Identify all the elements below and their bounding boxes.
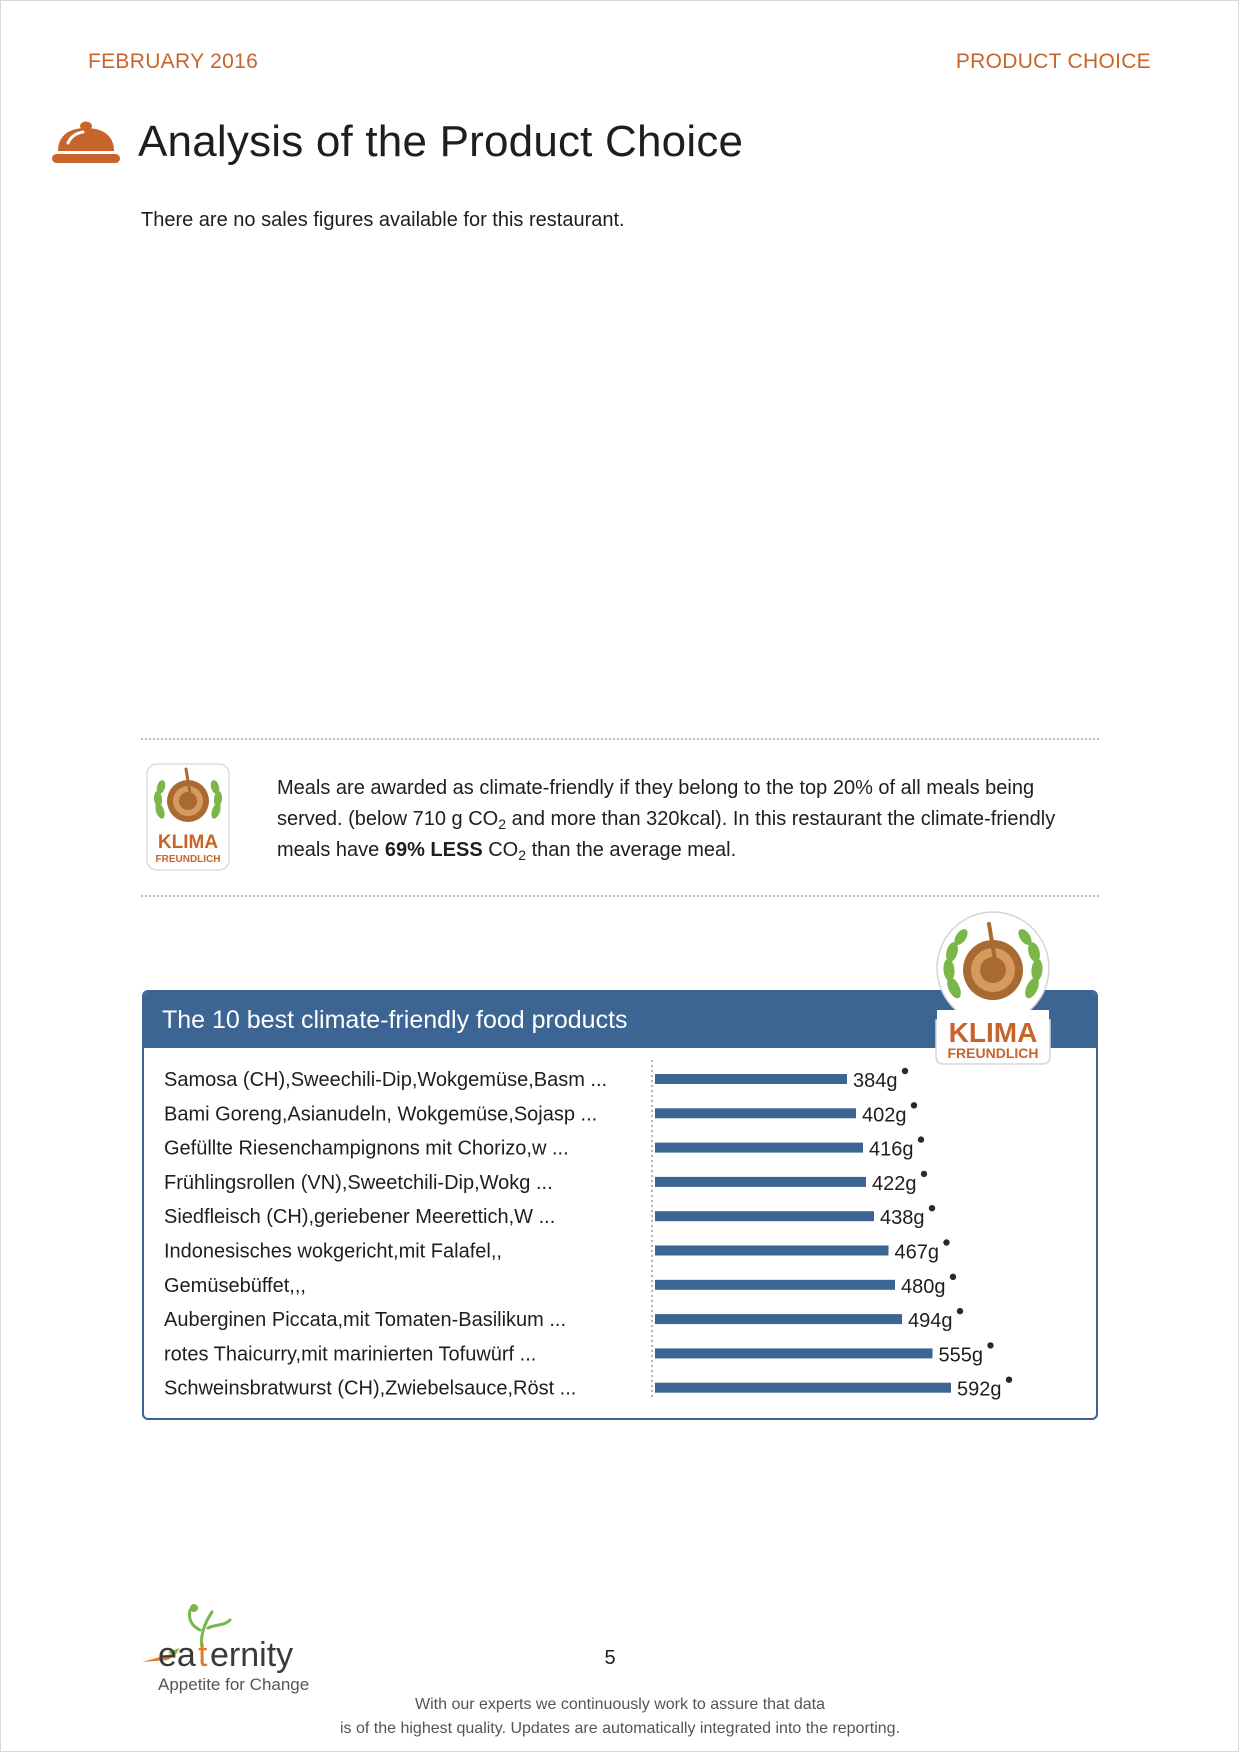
- svg-text:ea: ea: [158, 1636, 196, 1674]
- svg-text:ernity: ernity: [210, 1636, 293, 1674]
- info-line-2-post: and more than 320kcal). In this restaura…: [506, 808, 1056, 830]
- cloche-icon: [52, 121, 120, 163]
- info-line-3-pre: meals have: [277, 839, 385, 861]
- category-label: Indonesisches wokgericht,mit Falafel,,: [164, 1241, 502, 1263]
- bar: [655, 1245, 889, 1256]
- footer-line-2: is of the highest quality. Updates are a…: [339, 1720, 901, 1737]
- bar: [655, 1348, 933, 1359]
- value-label: 438g: [880, 1207, 925, 1229]
- bar: [655, 1142, 863, 1153]
- co2-dot-icon: [910, 1102, 918, 1109]
- footer-line-1: With our experts we continuously work to…: [415, 1696, 825, 1713]
- page-title: Analysis of the Product Choice: [138, 117, 744, 166]
- badge-word-freundlich: FREUNDLICH: [156, 854, 221, 865]
- info-line-3-mid: CO: [482, 839, 519, 861]
- eaternity-logo: ea t ernity Appetite for Change: [142, 1604, 309, 1694]
- bar: [655, 1279, 895, 1290]
- co2-dot-icon: [943, 1239, 950, 1246]
- page-number: 5: [604, 1647, 616, 1669]
- logo-tagline: Appetite for Change: [158, 1675, 309, 1694]
- value-label: 422g: [872, 1173, 917, 1195]
- category-label: Samosa (CH),Sweechili-Dip,Wokgemüse,Basm…: [164, 1069, 607, 1091]
- category-label: Schweinsbratwurst (CH),Zwiebelsauce,Röst…: [164, 1378, 576, 1400]
- info-line-1: Meals are awarded as climate-friendly if…: [277, 777, 1035, 799]
- info-line-3-sub: 2: [518, 847, 527, 863]
- divider-bottom: [141, 895, 1099, 897]
- value-label: 555g: [939, 1344, 984, 1366]
- header-section: PRODUCT CHOICE: [955, 50, 1151, 73]
- value-label: 402g: [862, 1104, 907, 1126]
- value-label: 480g: [901, 1276, 946, 1298]
- co2-dot-icon: [1005, 1376, 1013, 1383]
- category-label: Frühlingsrollen (VN),Sweetchili-Dip,Wokg…: [164, 1172, 553, 1194]
- info-line-2-sub: 2: [498, 816, 507, 832]
- info-line-2: served. (below 710 g CO2 and more than 3…: [277, 804, 1097, 835]
- chart-svg: Samosa (CH),Sweechili-Dip,Wokgemüse,Basm…: [164, 1060, 1013, 1401]
- badge-large-word-freundlich: FREUNDLICH: [948, 1045, 1039, 1061]
- bar: [655, 1074, 847, 1084]
- co2-dot-icon: [928, 1205, 936, 1212]
- bar: [655, 1382, 951, 1393]
- co2-dot-icon: [920, 1170, 928, 1178]
- category-label: Bami Goreng,Asianudeln, Wokgemüse,Sojasp…: [164, 1103, 597, 1125]
- bar: [655, 1211, 874, 1222]
- co2-dot-icon: [917, 1136, 925, 1143]
- co2-dot-icon: [901, 1067, 909, 1075]
- value-label: 416g: [869, 1139, 914, 1161]
- co2-dot-icon: [956, 1307, 964, 1315]
- badge-word-klima: KLIMA: [158, 832, 218, 853]
- category-label: Siedfleisch (CH),geriebener Meerettich,W…: [164, 1206, 555, 1228]
- bar: [655, 1176, 866, 1187]
- info-less-percent: 69% LESS: [384, 839, 483, 861]
- klima-badge-large-icon: KLIMA FREUNDLICH: [935, 911, 1051, 1065]
- category-label: Gefüllte Riesenchampignons mit Chorizo,w…: [164, 1138, 569, 1160]
- klima-badge-icon: KLIMA FREUNDLICH: [146, 763, 230, 871]
- category-label: rotes Thaicurry,mit marinierten Tofuwürf…: [164, 1343, 536, 1365]
- value-label: 384g: [853, 1070, 898, 1092]
- bar: [655, 1314, 902, 1325]
- value-label: 592g: [957, 1379, 1002, 1401]
- co2-dot-icon: [987, 1342, 994, 1349]
- category-label: Gemüsebüffet,,,: [164, 1275, 306, 1297]
- co2-dot-icon: [949, 1273, 957, 1280]
- title-row: Analysis of the Product Choice: [52, 112, 743, 172]
- climate-info-text: Meals are awarded as climate-friendly if…: [277, 773, 1097, 866]
- info-line-3-post: than the average meal.: [526, 839, 737, 861]
- value-label: 467g: [895, 1242, 940, 1264]
- header-date: FEBRUARY 2016: [88, 50, 259, 73]
- info-line-2-pre: served. (below 710 g CO: [277, 808, 499, 830]
- info-line-3: meals have 69% LESS CO2 than the average…: [277, 835, 1097, 866]
- category-label: Auberginen Piccata,mit Tomaten-Basilikum…: [164, 1309, 566, 1331]
- value-label: 494g: [908, 1310, 953, 1332]
- svg-text:t: t: [198, 1636, 208, 1674]
- divider-top: [141, 738, 1099, 740]
- badge-large-word-klima: KLIMA: [949, 1017, 1038, 1048]
- footer-note: With our experts we continuously work to…: [280, 1693, 960, 1741]
- intro-text: There are no sales figures available for…: [141, 209, 625, 231]
- bar: [655, 1108, 856, 1119]
